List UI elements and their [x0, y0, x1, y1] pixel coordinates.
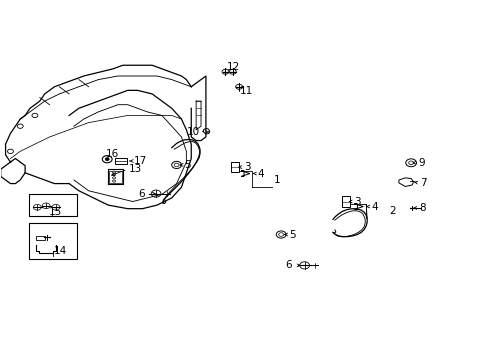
Circle shape	[7, 149, 13, 153]
Text: 5: 5	[184, 160, 191, 170]
Circle shape	[409, 161, 414, 165]
Bar	[231, 162, 239, 172]
Circle shape	[236, 84, 243, 89]
Circle shape	[229, 69, 236, 74]
Text: 4: 4	[258, 168, 264, 179]
Polygon shape	[241, 171, 250, 176]
Circle shape	[113, 177, 116, 179]
Polygon shape	[354, 204, 363, 210]
Circle shape	[151, 190, 161, 197]
Circle shape	[406, 159, 416, 167]
Text: 3: 3	[244, 162, 251, 172]
Circle shape	[102, 156, 112, 163]
Bar	[29, 223, 77, 259]
Text: 15: 15	[49, 207, 62, 217]
Bar	[29, 194, 77, 216]
Text: 17: 17	[134, 156, 147, 166]
Circle shape	[105, 158, 109, 161]
Text: 13: 13	[129, 164, 142, 174]
Text: 2: 2	[389, 206, 396, 216]
Text: 4: 4	[371, 202, 378, 212]
Circle shape	[279, 233, 284, 236]
Bar	[115, 158, 127, 164]
Circle shape	[172, 161, 181, 168]
Circle shape	[174, 163, 179, 167]
Text: 8: 8	[419, 203, 426, 213]
Text: 6: 6	[285, 260, 292, 270]
Text: 5: 5	[289, 230, 295, 239]
Circle shape	[276, 231, 286, 238]
Bar	[109, 171, 122, 183]
Circle shape	[113, 171, 116, 173]
Polygon shape	[399, 178, 414, 186]
Text: 3: 3	[354, 197, 361, 207]
Bar	[36, 236, 45, 240]
Circle shape	[17, 124, 23, 129]
Text: 1: 1	[273, 175, 280, 185]
Text: 12: 12	[226, 62, 240, 72]
Circle shape	[222, 69, 229, 74]
Circle shape	[52, 204, 60, 210]
Circle shape	[32, 113, 38, 118]
Circle shape	[33, 204, 41, 210]
Circle shape	[113, 174, 116, 176]
Text: 6: 6	[139, 189, 146, 199]
Text: 9: 9	[418, 158, 425, 168]
Circle shape	[42, 203, 50, 209]
Text: 7: 7	[420, 178, 427, 188]
Circle shape	[113, 180, 116, 182]
Bar	[342, 197, 349, 207]
Text: 14: 14	[53, 246, 67, 256]
Text: 10: 10	[187, 127, 200, 137]
Text: 16: 16	[106, 149, 120, 159]
Circle shape	[300, 262, 310, 269]
Polygon shape	[203, 129, 210, 134]
Text: 11: 11	[240, 86, 253, 96]
